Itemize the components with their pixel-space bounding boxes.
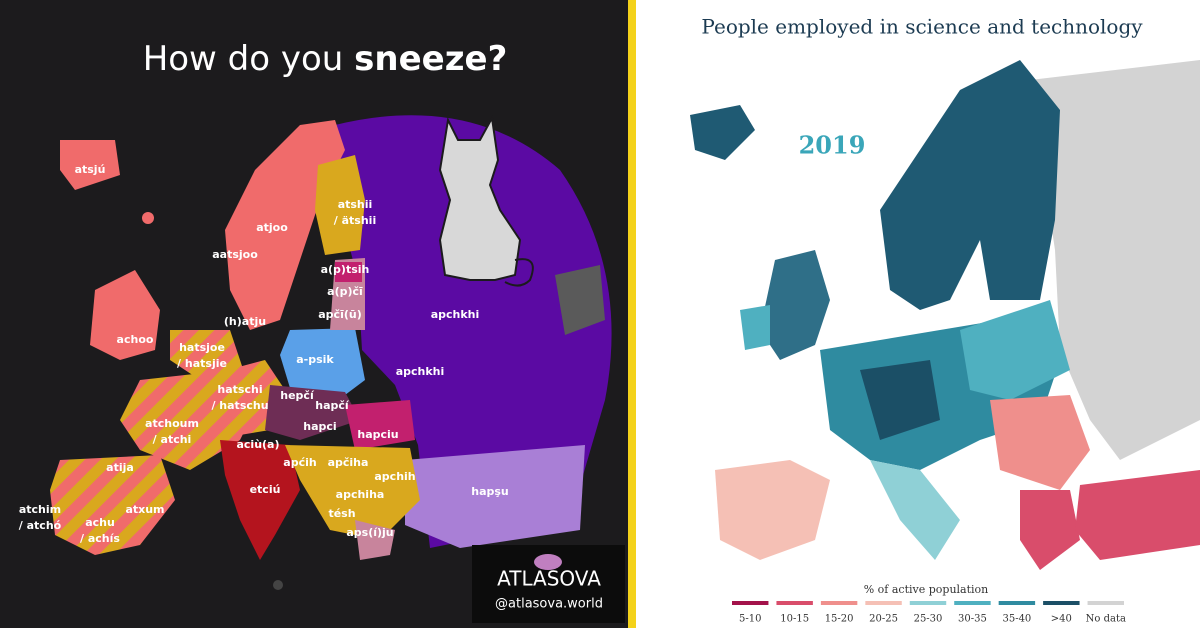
legend-label: No data [1086, 614, 1126, 625]
map-label: etciú [250, 483, 281, 496]
legend-swatch [998, 601, 1036, 605]
legend-label: 5-10 [739, 614, 761, 625]
map-label: hatsjoe [179, 341, 225, 354]
map-label: aciù(a) [236, 438, 279, 451]
map-label: (h)atju [224, 315, 266, 328]
map-label: achu [85, 516, 115, 529]
map-label: atsjú [75, 163, 106, 176]
legend-swatch [1087, 601, 1124, 605]
legend-swatch [820, 601, 858, 605]
legend-label: 30-35 [958, 614, 987, 625]
legend-swatch [776, 601, 813, 605]
map-label: aps(í)ju [346, 526, 393, 539]
map-label: aatsjoo [212, 248, 258, 261]
map-label: hepčí [280, 389, 315, 402]
legend-label: 20-25 [869, 614, 898, 625]
legend-swatch [909, 601, 947, 605]
legend-label: 10-15 [780, 614, 809, 625]
legend-label: 15-20 [825, 614, 854, 625]
map-label: hapci [303, 420, 336, 433]
legend: 5-10 10-15 15-20 20-25 25-30 30-35 35-40 >40 No … [732, 601, 1126, 625]
brand: ATLASOVA [497, 567, 601, 591]
map-label: apchkhi [431, 308, 480, 321]
legend-swatch [865, 601, 902, 605]
right-title: People employed in science and technolog… [701, 15, 1143, 39]
employment-map [690, 60, 1200, 570]
title-plain: How do you [143, 39, 354, 79]
legend-swatch [732, 601, 769, 605]
legend-swatch [1043, 601, 1080, 605]
map-label: a(p)čī [327, 285, 363, 298]
map-label: atchim [19, 503, 61, 516]
map-label: / atchi [153, 433, 192, 446]
year: 2019 [799, 131, 866, 160]
legend-swatch [954, 601, 991, 605]
map-label: / ätshii [334, 214, 376, 227]
map-label: atxum [125, 503, 164, 516]
map-label: tésh [328, 507, 355, 520]
map-label: atchoum [145, 417, 199, 430]
map-label: a-psik [296, 353, 334, 366]
map-label: atija [106, 461, 134, 474]
map-label: apchiha [336, 488, 385, 501]
map-label: atshii [338, 198, 373, 211]
sneeze-map [50, 115, 612, 590]
title-bold: sneeze? [354, 39, 507, 79]
legend-label: 35-40 [1002, 614, 1031, 625]
map-label: / hatschu [211, 399, 268, 412]
map-label: apčiha [328, 456, 369, 469]
map-label: a(p)tsih [321, 263, 370, 276]
map-label: apčī(ū) [318, 308, 361, 321]
map-label: apchih [374, 470, 415, 483]
map-label: atjoo [256, 221, 288, 234]
legend-label: >40 [1051, 614, 1072, 625]
map-label: apćih [283, 456, 316, 469]
divider [628, 0, 636, 628]
legend-title: % of active population [864, 583, 989, 596]
map-label: / atchó [19, 519, 62, 532]
map-label: hatschi [217, 383, 262, 396]
map-label: / achís [80, 532, 120, 545]
map-label: apchkhi [396, 365, 445, 378]
map-label: hapciu [357, 428, 398, 441]
map-labels: atsjú atjoo aatsjoo atshii / ätshii a(p)tsih a… [19, 163, 509, 545]
map-label: hapčí [315, 399, 350, 412]
map-title: How do you sneeze? [143, 39, 508, 79]
logo-mark [534, 554, 562, 570]
map-label: hapşu [471, 485, 509, 498]
map-label: / hatsjie [177, 357, 227, 370]
legend-label: 25-30 [914, 614, 943, 625]
cat-illustration [438, 114, 534, 287]
map-label: achoo [117, 333, 154, 346]
handle: @atlasova.world [495, 597, 603, 612]
